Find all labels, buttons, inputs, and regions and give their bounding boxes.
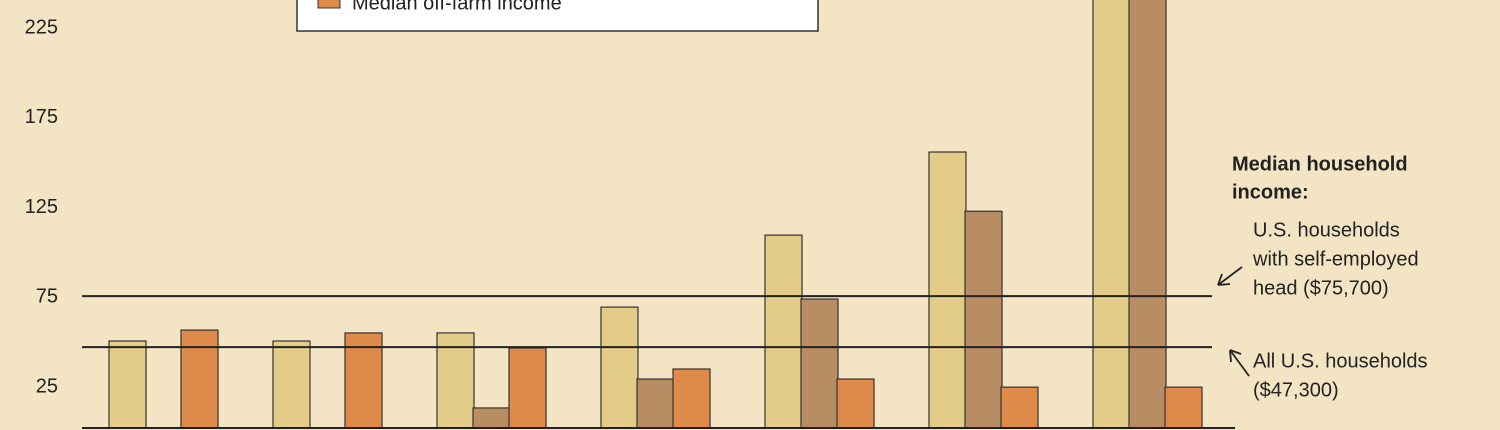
legend-box [296, 0, 819, 32]
bar [472, 407, 511, 428]
legend-swatch [317, 0, 341, 9]
y-tick-label: 175 [25, 106, 58, 128]
bar [800, 298, 839, 428]
bar [344, 332, 383, 428]
annotation-title: income: [1232, 181, 1309, 203]
annotation: head ($75,700) [1253, 277, 1389, 299]
bar [436, 332, 475, 428]
bar [964, 210, 1003, 428]
bar [764, 234, 803, 428]
y-tick-label: 125 [25, 196, 58, 218]
bar [1000, 386, 1039, 428]
bar [928, 151, 967, 428]
bar [272, 340, 311, 428]
bar [600, 306, 639, 428]
bar [180, 329, 219, 428]
annotation: with self-employed [1252, 248, 1419, 270]
bar [508, 347, 547, 428]
annotation: U.S. households [1253, 219, 1400, 241]
bar [836, 378, 875, 428]
annotation: All U.S. households [1253, 350, 1428, 372]
annotation-title: Median household [1232, 153, 1408, 175]
y-tick-label: 25 [36, 375, 58, 397]
bar [1128, 0, 1167, 428]
bar [108, 340, 147, 428]
bars [108, 0, 1203, 428]
y-tick-label: 75 [36, 286, 58, 308]
bar [672, 368, 711, 428]
annotation: ($47,300) [1253, 379, 1339, 401]
y-tick-label: 225 [25, 16, 58, 38]
bar [1164, 386, 1203, 428]
arrow [1217, 266, 1243, 286]
bar [1092, 0, 1131, 428]
arrow [1229, 349, 1250, 377]
legend-label: Median off-farm income [352, 0, 562, 14]
bar [636, 378, 675, 428]
